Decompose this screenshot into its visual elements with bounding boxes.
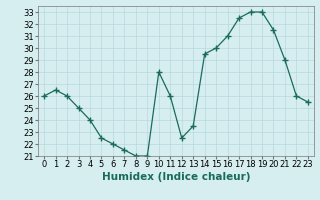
X-axis label: Humidex (Indice chaleur): Humidex (Indice chaleur) <box>102 172 250 182</box>
